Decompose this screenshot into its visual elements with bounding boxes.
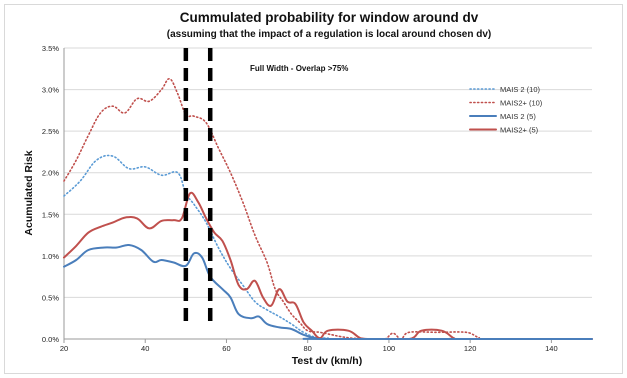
y-tick-label: 3.5%: [42, 44, 59, 53]
chart-annotation: Full Width - Overlap >75%: [250, 64, 348, 73]
legend-label: MAIS2+ (10): [500, 99, 543, 108]
y-tick-label: 2.5%: [42, 127, 59, 136]
series-line-2: [63, 243, 593, 340]
x-tick-label: 20: [60, 344, 68, 353]
series-line-0: [63, 154, 593, 340]
x-tick-label: 40: [141, 344, 149, 353]
y-tick-label: 0.5%: [42, 293, 59, 302]
y-tick-label: 1.0%: [42, 252, 59, 261]
legend-label: MAIS2+ (5): [500, 126, 539, 135]
x-tick-label: 80: [304, 344, 312, 353]
y-tick-label: 2.0%: [42, 169, 59, 178]
chart-title: Cummulated probability for window around…: [180, 10, 479, 25]
x-tick-label: 140: [545, 344, 558, 353]
x-tick-label: 100: [383, 344, 396, 353]
chart-frame: [4, 4, 623, 374]
y-tick-label: 1.5%: [42, 210, 59, 219]
x-tick-label: 120: [464, 344, 477, 353]
y-tick-label: 0.0%: [42, 335, 59, 344]
y-tick-label: 3.0%: [42, 86, 59, 95]
x-tick-label: 60: [222, 344, 230, 353]
x-axis-label: Test dv (km/h): [292, 355, 362, 367]
vertical-markers: [183, 48, 213, 327]
chart-subtitle: (assuming that the impact of a regulatio…: [167, 29, 492, 40]
legend-label: MAIS 2 (10): [500, 85, 541, 94]
y-axis-label: Acumulated Risk: [23, 150, 35, 235]
legend: MAIS 2 (10) MAIS2+ (10) MAIS 2 (5) MAIS2+ (…: [469, 85, 543, 135]
tick-labels: 0.0% 0.5% 1.0% 1.5% 2.0% 2.5% 3.0% 3.5% 20 40 60 80…: [42, 44, 558, 353]
legend-label: MAIS 2 (5): [500, 112, 536, 121]
